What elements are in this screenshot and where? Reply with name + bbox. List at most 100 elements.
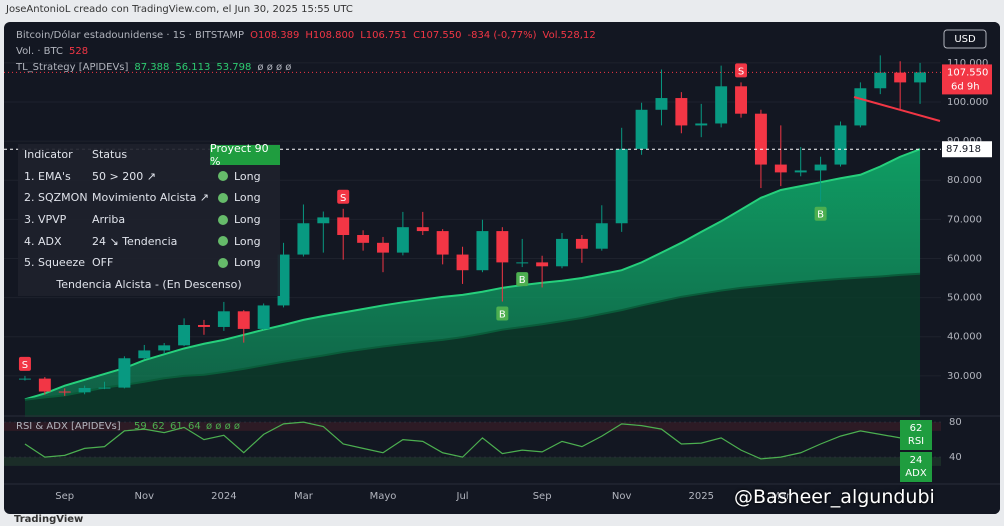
header-cell: Indicator: [24, 148, 73, 162]
signal-label: S: [738, 66, 744, 77]
legend-item: L106.751: [360, 30, 408, 41]
candle-body: [78, 388, 91, 393]
x-tick-label: Jul: [456, 491, 469, 502]
candle-body: [854, 88, 867, 126]
rsi-tick-label: 80: [949, 417, 962, 428]
candle-body: [277, 254, 290, 306]
candle-body: [675, 98, 688, 126]
y-tick-label: 60.000: [947, 253, 982, 264]
candle-body: [158, 345, 171, 351]
candle-body: [695, 123, 708, 126]
cell: 2. SQZMON: [24, 191, 88, 205]
badge-name: ADX: [905, 468, 927, 479]
x-tick-label: Mar: [294, 491, 314, 502]
candle-body: [894, 72, 907, 83]
badge-name: RSI: [908, 436, 924, 447]
legend-row: Bitcoin/Dólar estadounidense · 1S · BITS…: [16, 30, 602, 41]
candle-body: [377, 242, 389, 253]
status-text: Long: [234, 191, 261, 205]
signal-label: B: [519, 275, 526, 286]
status-dot: [218, 257, 228, 268]
y-tick-label: 80.000: [947, 175, 982, 186]
candle-body: [138, 350, 151, 359]
cell: 5. Squeeze: [24, 256, 86, 270]
candle-body: [715, 86, 728, 124]
footer: TradingView: [14, 514, 84, 525]
badge-value: 62: [910, 423, 923, 434]
legend-item: 528: [69, 46, 89, 57]
cell: Long: [210, 256, 280, 269]
price-tag: [942, 64, 992, 95]
table-footer: Tendencia Alcista - (En Descenso): [56, 278, 242, 292]
status-dot: [218, 171, 228, 182]
candle-body: [357, 235, 370, 243]
rsi-zone: [4, 422, 941, 431]
table-header: Indicator Status Proyect 90 %: [18, 142, 280, 168]
header: JoseAntonioL creado con TradingView.com,…: [6, 4, 353, 15]
candle-body: [914, 72, 927, 83]
signal-label: B: [817, 210, 824, 221]
status-text: Long: [234, 169, 261, 183]
legend-item: Vol. · BTC: [16, 46, 64, 57]
cell: Long: [210, 235, 280, 248]
rsi-reading: 59: [134, 421, 147, 432]
header-cell: Status: [92, 148, 128, 162]
header-cell: Proyect 90 %: [210, 142, 280, 168]
status-text: Long: [234, 256, 261, 270]
cell: Arriba: [92, 213, 126, 227]
candle-body: [814, 164, 827, 171]
x-tick-label: 2025: [689, 491, 714, 502]
status-dot: [218, 236, 228, 247]
table-row: 5. Squeeze OFF Long: [18, 252, 280, 274]
watermark: @Basheer_algundubi: [734, 486, 935, 508]
candle-body: [198, 325, 210, 327]
rsi-reading: 62: [152, 421, 165, 432]
y-tick-label: 50.000: [947, 293, 982, 304]
x-tick-label: Mayo: [370, 491, 397, 502]
legend-item: Vol.528,12: [542, 30, 596, 41]
signal-box: [496, 306, 509, 321]
table-row: 1. EMA's 50 > 200 ↗ Long: [18, 166, 280, 188]
x-tick-label: Sep: [55, 491, 74, 502]
candle-body: [874, 72, 887, 89]
cell: 1. EMA's: [24, 169, 71, 183]
signal-label: B: [499, 310, 506, 321]
ribbon-under: [24, 273, 921, 417]
rsi-zone: [4, 457, 941, 466]
table-row: 4. ADX 24 ↘ Tendencia Long: [18, 230, 280, 252]
table-row: 2. SQZMON Movimiento Alcista ↗ Long: [18, 187, 280, 209]
candle-body: [556, 238, 568, 267]
legend-item: 53.798: [216, 62, 252, 73]
cell: Long: [210, 213, 280, 226]
x-tick-label: Nov: [135, 491, 155, 502]
signal-label: S: [340, 193, 346, 204]
candle-body: [655, 98, 668, 110]
rsi-reading: 64: [188, 421, 201, 432]
badge: [900, 420, 932, 450]
ribbon-line: [24, 272, 921, 401]
candle-body: [516, 262, 529, 264]
candle-body: [217, 311, 230, 327]
candle-body: [396, 227, 409, 253]
legend-row: Vol. · BTC 528: [16, 46, 94, 57]
status-text: Long: [234, 234, 261, 248]
signal-box: [814, 206, 827, 221]
candle-body: [257, 305, 270, 329]
status-text: Long: [234, 213, 261, 227]
legend-item: 87.388: [134, 62, 170, 73]
y-tick-label: 30.000: [947, 371, 982, 382]
x-tick-label: 2024: [211, 491, 236, 502]
candle-body: [575, 238, 588, 249]
rsi-tick-label: 40: [949, 452, 962, 463]
candle-body: [476, 231, 489, 271]
legend-item: H108.800: [305, 30, 355, 41]
candle-body: [436, 231, 449, 255]
signal-box: [735, 63, 748, 78]
candle-body: [595, 223, 608, 249]
candle-body: [536, 262, 549, 267]
legend-item: -834 (-0,77%): [467, 30, 537, 41]
signal-box: [337, 189, 350, 204]
level-label: 87.918: [946, 144, 981, 155]
signal-label: S: [22, 360, 28, 371]
level-tag: [942, 141, 992, 158]
